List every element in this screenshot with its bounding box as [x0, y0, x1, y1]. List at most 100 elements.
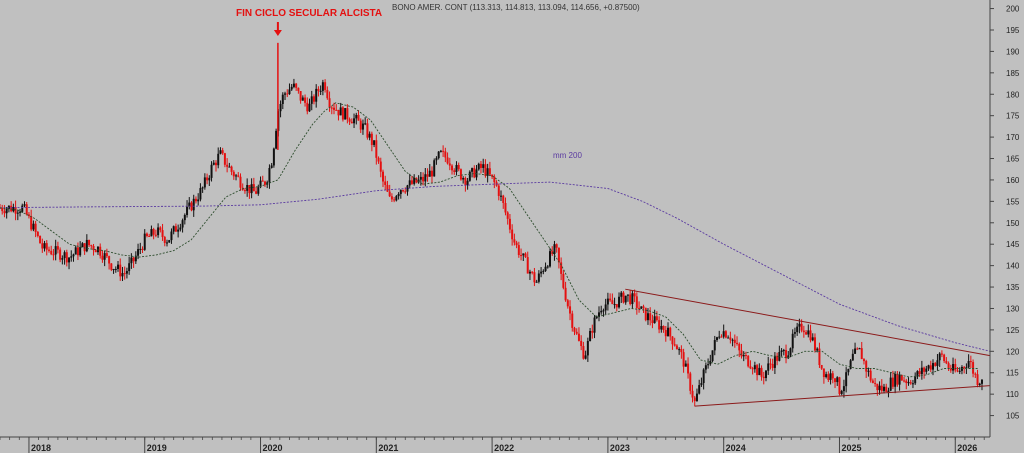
candle-body: [59, 249, 62, 260]
candle-body: [564, 287, 567, 301]
candle-body: [188, 202, 191, 207]
candle-body: [10, 205, 13, 212]
candle-body: [446, 157, 449, 164]
candle-body: [168, 240, 171, 243]
candle-body: [304, 97, 307, 103]
candle-body: [860, 348, 863, 360]
candle-body: [956, 370, 959, 372]
candle-body: [194, 198, 197, 202]
candle-body: [68, 257, 71, 263]
candle-body: [237, 175, 240, 177]
candle-body: [624, 295, 627, 303]
candle-body: [542, 270, 545, 272]
candle-body: [457, 164, 460, 170]
candle-body: [272, 148, 275, 166]
candle-body: [491, 174, 494, 177]
candle-body: [880, 385, 883, 391]
candle-body: [459, 169, 462, 180]
candle-body: [535, 281, 538, 283]
candle-body: [780, 350, 783, 352]
candle-body: [317, 88, 320, 92]
candle-body: [141, 248, 144, 250]
candle-body: [753, 365, 756, 370]
candle-body: [675, 345, 678, 350]
candle-body: [749, 366, 752, 369]
ma-short-path: [0, 102, 979, 378]
candle-body: [925, 368, 928, 372]
candle-body: [689, 373, 692, 391]
candle-body: [722, 331, 725, 337]
candle-body: [121, 273, 124, 277]
y-tick-label: 190: [1006, 47, 1020, 56]
candle-body: [177, 229, 180, 232]
candle-body: [112, 269, 115, 271]
candle-body: [660, 325, 663, 330]
candle-body: [524, 253, 527, 258]
candle-body: [974, 373, 977, 375]
candle-body: [255, 191, 258, 194]
candle-body: [791, 333, 794, 349]
candle-body: [771, 364, 774, 368]
candle-body: [693, 397, 696, 402]
candle-body: [79, 247, 82, 256]
candle-body: [822, 368, 825, 378]
trendline-lower: [694, 385, 991, 407]
candle-body: [687, 363, 690, 374]
candle-body: [546, 266, 549, 268]
candle-body: [221, 150, 224, 154]
candle-body: [23, 204, 26, 206]
candle-body: [223, 153, 226, 165]
candle-body: [462, 178, 465, 180]
candle-body: [393, 199, 396, 201]
candle-body: [32, 223, 35, 230]
candle-body: [813, 337, 816, 351]
candle-body: [549, 251, 551, 267]
candle-body: [419, 176, 422, 180]
candle-body: [50, 250, 53, 255]
candle-body: [965, 367, 968, 369]
candle-body: [471, 168, 474, 172]
candle-body: [72, 254, 75, 257]
annotation-text: FIN CICLO SECULAR ALCISTA: [236, 8, 382, 19]
candle-body: [321, 82, 324, 91]
candle-body: [279, 103, 282, 112]
candle-body: [716, 337, 719, 341]
candle-body: [720, 336, 723, 338]
candle-body: [653, 316, 656, 324]
candle-body: [493, 176, 496, 183]
y-tick-label: 135: [1006, 283, 1020, 292]
candle-body: [439, 150, 442, 152]
x-tick-label: 2019: [147, 443, 167, 453]
candle-body: [691, 390, 694, 398]
candle-body: [673, 344, 676, 346]
candle-body: [580, 340, 583, 347]
candle-body: [19, 211, 22, 213]
candle-body: [105, 253, 108, 257]
candle-body: [34, 223, 37, 232]
candle-body: [295, 83, 298, 88]
candle-body: [134, 255, 137, 262]
candle-body: [640, 306, 643, 309]
candle-body: [368, 133, 371, 138]
candle-body: [758, 367, 761, 376]
candle-body: [742, 354, 745, 357]
y-tick-label: 140: [1006, 262, 1020, 271]
candle-body: [869, 370, 872, 381]
candle-body: [99, 246, 102, 256]
candle-body: [644, 307, 647, 321]
y-tick-label: 125: [1006, 326, 1020, 335]
candle-body: [940, 353, 943, 355]
candle-body: [885, 386, 888, 392]
candle-body: [949, 368, 952, 371]
y-tick-label: 160: [1006, 176, 1020, 185]
candles: [0, 42, 983, 407]
candle-body: [290, 86, 293, 90]
candle-body: [263, 181, 266, 185]
candle-body: [862, 359, 865, 362]
y-tick-label: 155: [1006, 197, 1020, 206]
y-tick-label: 110: [1006, 390, 1019, 399]
candle-body: [370, 133, 373, 145]
candle-body: [724, 331, 727, 338]
candle-body: [600, 310, 603, 313]
candle-body: [270, 165, 273, 168]
